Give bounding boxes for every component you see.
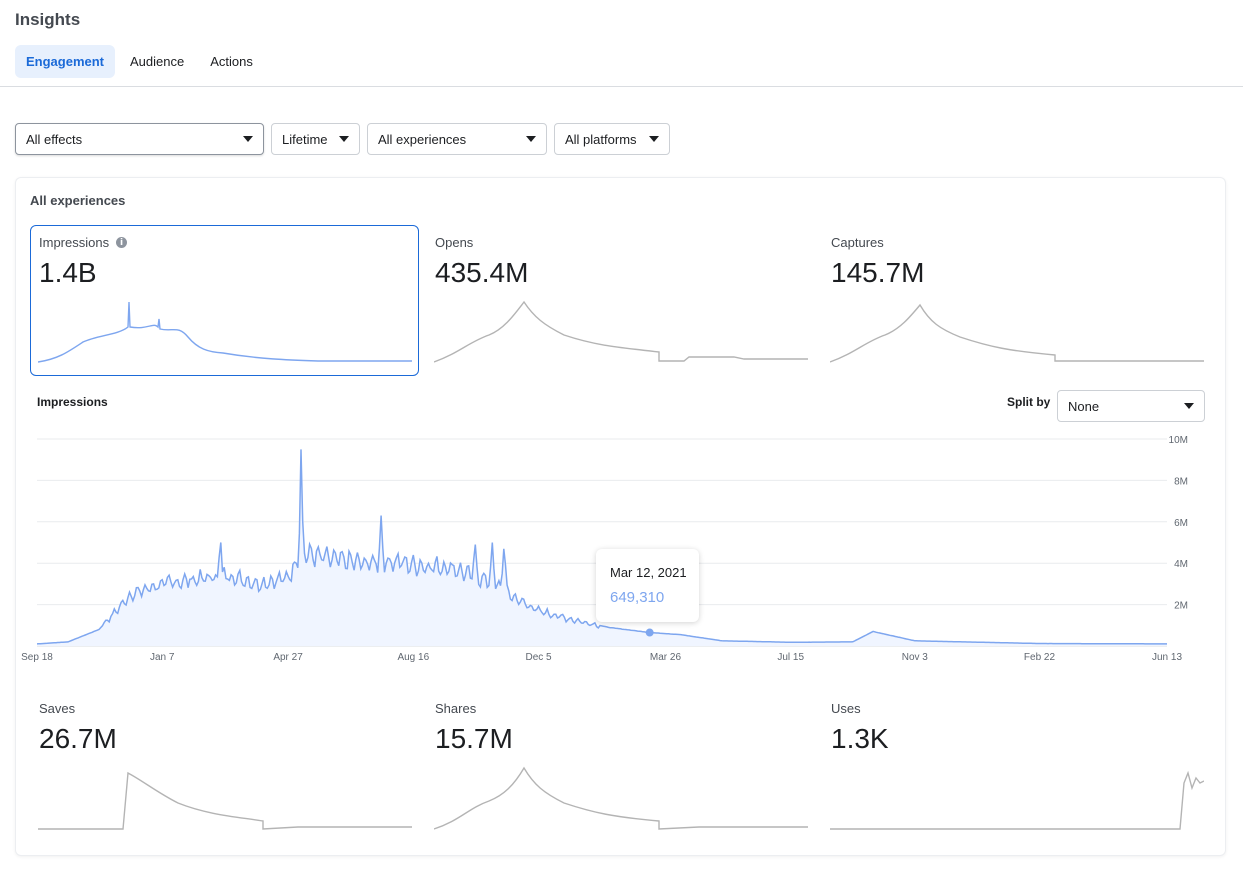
- metric-saves[interactable]: Saves 26.7M: [30, 691, 419, 842]
- x-tick-label: Feb 22: [1024, 652, 1056, 663]
- metric-value: 1.3K: [831, 723, 889, 754]
- y-tick-label: 8M: [1174, 476, 1188, 487]
- metric-captures[interactable]: Captures 145.7M: [822, 225, 1211, 376]
- impressions-line: [36, 449, 1167, 645]
- insights-card: All experiences Impressions i 1.4B Opens…: [15, 177, 1226, 856]
- chevron-down-icon: [339, 136, 349, 142]
- x-tick-label: Jun 13: [1152, 652, 1182, 663]
- tooltip-date: Mar 12, 2021: [610, 565, 687, 580]
- split-by-label: Split by: [1007, 395, 1051, 409]
- metric-value: 26.7M: [39, 723, 117, 754]
- x-tick-label: Jan 7: [150, 652, 175, 663]
- metric-shares[interactable]: Shares 15.7M: [426, 691, 815, 842]
- y-tick-label: 4M: [1174, 559, 1188, 570]
- x-tick-label: Nov 3: [902, 652, 929, 663]
- experiences-filter-label: All experiences: [378, 131, 467, 147]
- platforms-filter[interactable]: All platforms: [554, 123, 670, 155]
- metric-label: Uses: [831, 701, 861, 716]
- chevron-down-icon: [526, 136, 536, 142]
- x-tick-label: Mar 26: [650, 652, 682, 663]
- metric-label: Saves: [39, 701, 76, 716]
- split-by-select[interactable]: None: [1057, 390, 1205, 422]
- tooltip-value: 649,310: [610, 589, 665, 606]
- uses-sparkline: [830, 770, 1204, 830]
- metric-value: 15.7M: [435, 723, 513, 754]
- info-icon[interactable]: i: [116, 237, 128, 248]
- y-tick-label: 10M: [1169, 435, 1188, 446]
- captures-sparkline: [830, 303, 1204, 363]
- chart-tooltip: Mar 12, 2021 649,310: [596, 549, 699, 622]
- saves-sparkline: [38, 771, 412, 830]
- metric-value: 145.7M: [831, 257, 925, 288]
- metric-value: 1.4B: [39, 257, 97, 288]
- y-tick-label: 2M: [1174, 601, 1188, 612]
- y-tick-label: 6M: [1174, 518, 1188, 529]
- metric-label: Shares: [435, 701, 477, 716]
- experiences-filter[interactable]: All experiences: [367, 123, 547, 155]
- metric-opens[interactable]: Opens 435.4M: [426, 225, 815, 376]
- platforms-filter-label: All platforms: [565, 131, 637, 147]
- tab-engagement[interactable]: Engagement: [15, 45, 116, 78]
- highlight-point: [645, 628, 654, 637]
- period-filter[interactable]: Lifetime: [271, 123, 360, 155]
- metric-label: Impressions: [39, 235, 110, 250]
- tab-bar: Engagement Audience Actions: [15, 45, 264, 78]
- page-title: Insights: [15, 10, 81, 29]
- impressions-sparkline: [38, 301, 412, 363]
- main-chart-title: Impressions: [37, 395, 108, 409]
- chevron-down-icon: [1184, 403, 1194, 409]
- x-tick-label: Aug 16: [397, 652, 429, 663]
- x-tick-label: Apr 27: [273, 652, 303, 663]
- card-title: All experiences: [30, 193, 126, 208]
- shares-sparkline: [434, 766, 808, 830]
- metric-value: 435.4M: [435, 257, 529, 288]
- header-divider: [0, 86, 1243, 87]
- tab-actions[interactable]: Actions: [210, 54, 253, 69]
- opens-sparkline: [434, 300, 808, 363]
- metric-label: Opens: [435, 235, 474, 250]
- effects-filter-label: All effects: [26, 131, 83, 147]
- chevron-down-icon: [243, 136, 253, 142]
- tab-audience[interactable]: Audience: [130, 54, 185, 69]
- x-tick-label: Dec 5: [525, 652, 552, 663]
- metric-impressions[interactable]: Impressions i 1.4B: [30, 225, 419, 376]
- split-by-value: None: [1068, 398, 1100, 414]
- effects-filter[interactable]: All effects: [15, 123, 264, 155]
- x-tick-label: Sep 18: [21, 652, 53, 663]
- period-filter-label: Lifetime: [282, 131, 328, 147]
- metric-uses[interactable]: Uses 1.3K: [822, 691, 1211, 842]
- x-tick-label: Jul 15: [777, 652, 804, 663]
- metric-label: Captures: [831, 235, 884, 250]
- impressions-area: [37, 449, 1167, 646]
- chevron-down-icon: [649, 136, 659, 142]
